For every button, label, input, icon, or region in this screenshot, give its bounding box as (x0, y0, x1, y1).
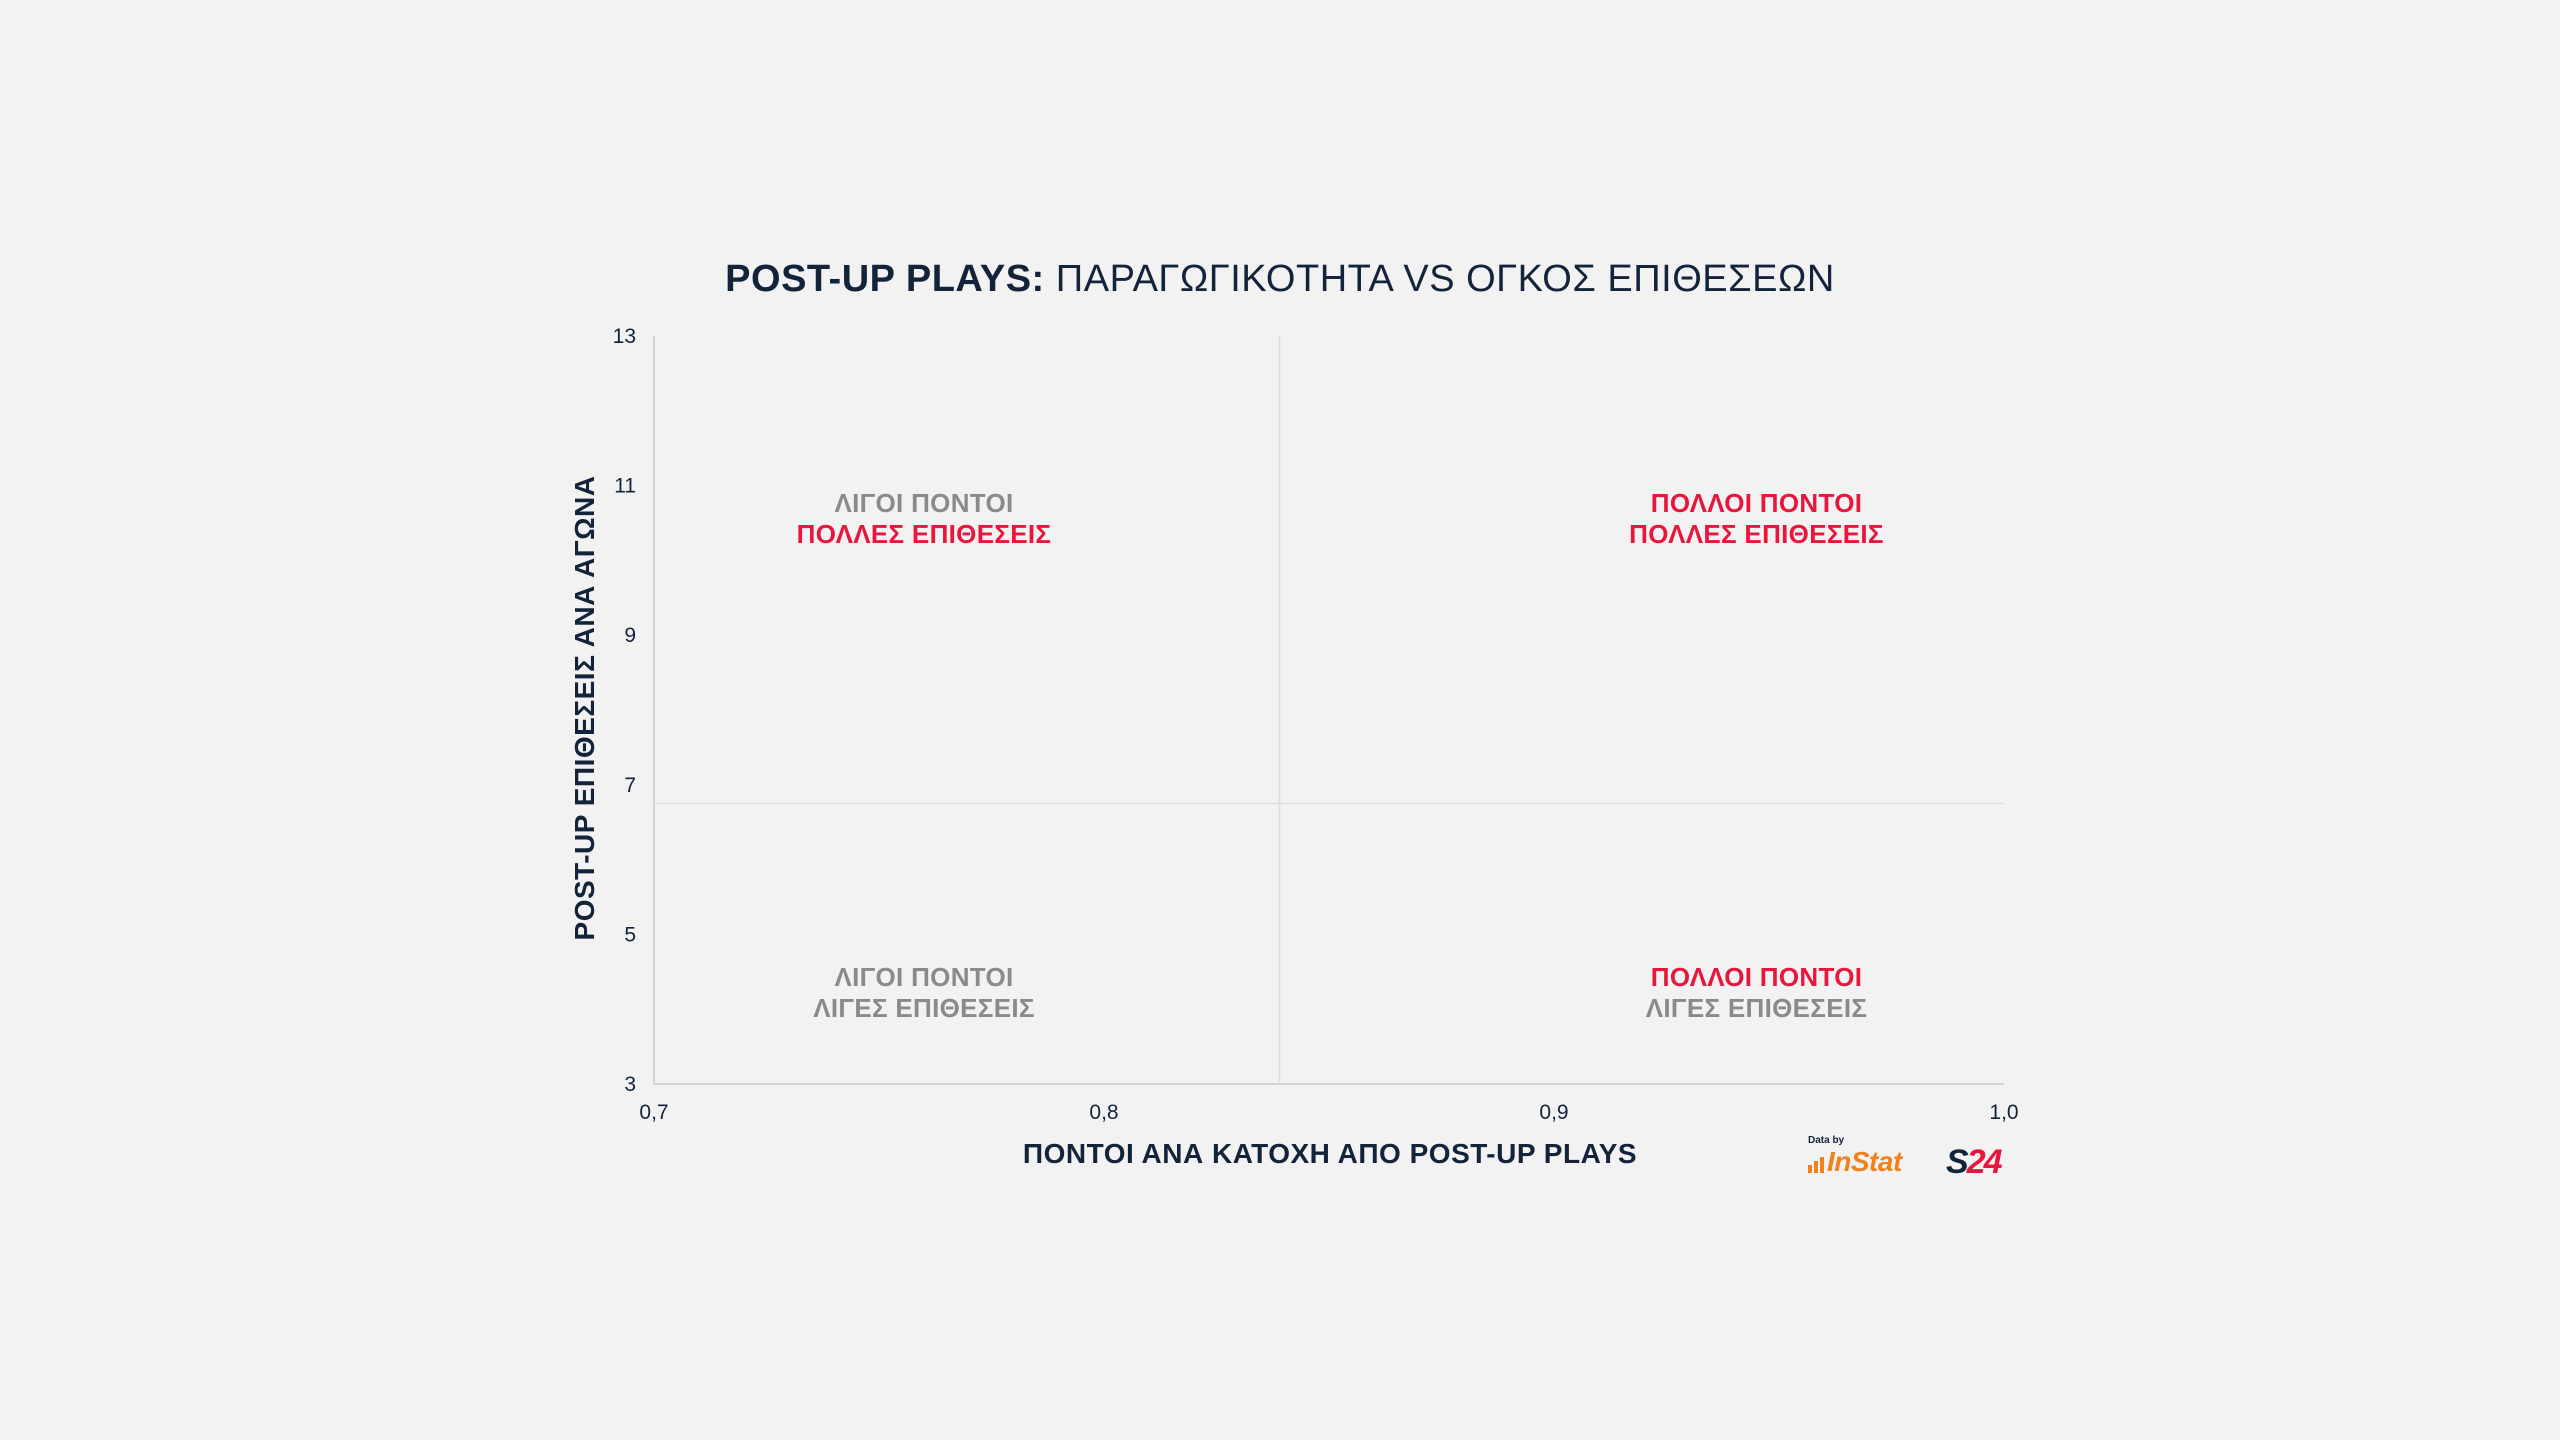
quadrant-label-line: ΠΟΛΛΕΣ ΕΠΙΘΕΣΕΙΣ (1629, 519, 1884, 550)
y-tick-label: 11 (614, 475, 636, 498)
quadrant-label-bottom-right: ΠΟΛΛΟΙ ΠΟΝΤΟΙ ΛΙΓΕΣ ΕΠΙΘΕΣΕΙΣ (1646, 962, 1868, 1024)
quadrant-label-line: ΛΙΓΕΣ ΕΠΙΘΕΣΕΙΣ (813, 992, 1035, 1023)
quadrant-label-top-left: ΛΙΓΟΙ ΠΟΝΤΟΙ ΠΟΛΛΕΣ ΕΠΙΘΕΣΕΙΣ (797, 488, 1052, 550)
instat-bars-icon (1808, 1157, 1824, 1173)
quadrant-label-top-right: ΠΟΛΛΟΙ ΠΟΝΤΟΙ ΠΟΛΛΕΣ ΕΠΙΘΕΣΕΙΣ (1629, 488, 1884, 550)
quadrant-label-line: ΠΟΛΛΟΙ ΠΟΝΤΟΙ (1650, 488, 1863, 519)
s24-logo: S24 (1946, 1143, 2003, 1181)
instat-logo: InStat (1808, 1147, 1902, 1177)
data-by-label: Data by (1808, 1135, 1845, 1146)
data-credit: Data by InStat S24 (1808, 1135, 2028, 1181)
chart-title-regular: ΠΑΡΑΓΩΓΙΚΟΤΗΤΑ VS ΟΓΚΟΣ ΕΠΙΘΕΣΕΩΝ (1044, 258, 1835, 300)
quadrant-label-line: ΠΟΛΛΕΣ ΕΠΙΘΕΣΕΙΣ (796, 519, 1052, 550)
y-tick-label: 13 (613, 325, 636, 348)
y-tick-label: 3 (624, 1073, 636, 1096)
quadrant-label-line: ΛΙΓΟΙ ΠΟΝΤΟΙ (834, 488, 1014, 519)
x-tick-label: 0,9 (1539, 1101, 1568, 1124)
x-axis-label: ΠΟΝΤΟΙ ΑΝΑ ΚΑΤΟΧΗ ΑΠΟ POST-UP PLAYS (1022, 1138, 1638, 1169)
chart-title-bold: POST-UP PLAYS: (725, 258, 1045, 300)
x-tick-label: 0,7 (639, 1101, 668, 1124)
quadrant-label-bottom-left: ΛΙΓΟΙ ΠΟΝΤΟΙ ΛΙΓΕΣ ΕΠΙΘΕΣΕΙΣ (813, 962, 1035, 1024)
instat-logo-text: InStat (1827, 1146, 1902, 1177)
x-tick-label: 1,0 (1989, 1101, 2018, 1124)
s24-logo-number: 24 (1966, 1143, 2003, 1181)
quadrant-label-line: ΛΙΓΕΣ ΕΠΙΘΕΣΕΙΣ (1645, 992, 1868, 1023)
x-tick-label: 0,8 (1089, 1101, 1118, 1124)
y-tick-label: 9 (624, 624, 636, 647)
quadrant-label-line: ΛΙΓΟΙ ΠΟΝΤΟΙ (834, 961, 1014, 992)
y-tick-label: 7 (624, 774, 636, 797)
quadrant-label-line: ΠΟΛΛΟΙ ΠΟΝΤΟΙ (1650, 961, 1863, 992)
s24-logo-s: S (1946, 1143, 1969, 1181)
chart-title: POST-UP PLAYS: ΠΑΡΑΓΩΓΙΚΟΤΗΤΑ VS ΟΓΚΟΣ Ε… (0, 258, 2560, 301)
y-axis-label: POST-UP ΕΠΙΘΕΣΕΙΣ ΑΝΑ ΑΓΩΝΑ (569, 475, 600, 941)
y-tick-label: 5 (624, 923, 636, 946)
